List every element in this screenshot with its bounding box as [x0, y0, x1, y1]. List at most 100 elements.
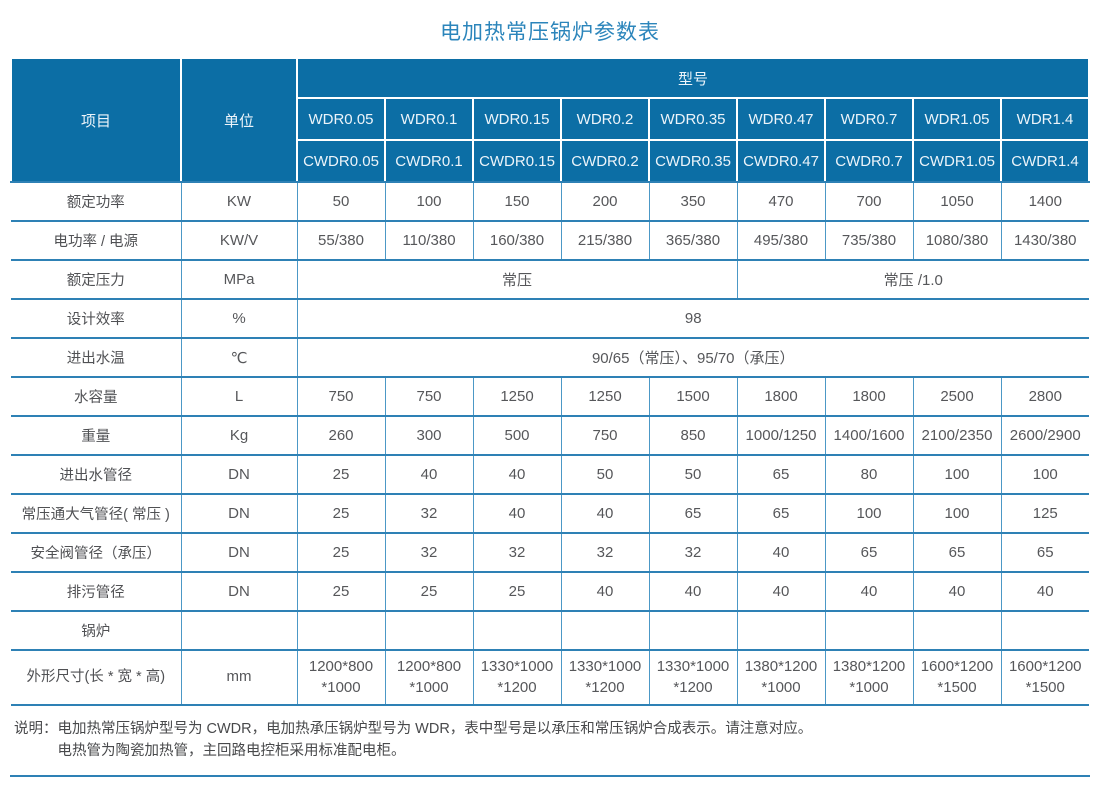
data-cell: 40	[912, 571, 1002, 612]
data-cell: 32	[384, 493, 474, 534]
row-unit: L	[180, 376, 298, 417]
data-cell: 50	[296, 181, 386, 222]
model-header-cell: CWDR0.7	[824, 139, 914, 183]
model-header-cell: CWDR0.47	[736, 139, 826, 183]
data-cell: 100	[824, 493, 914, 534]
header-item-cell: 项目	[10, 57, 182, 183]
data-cell: 100	[1000, 454, 1089, 495]
data-cell: 25	[472, 571, 562, 612]
data-cell: 1800	[824, 376, 914, 417]
data-cell: 100	[912, 493, 1002, 534]
model-header-cell: WDR0.1	[384, 97, 474, 141]
row-unit: DN	[180, 454, 298, 495]
header-model-group-cell: 型号	[296, 57, 1090, 99]
row-unit: MPa	[180, 259, 298, 300]
data-cell: 1330*1000 *1200	[648, 649, 738, 706]
table-row: 锅炉	[11, 610, 1089, 651]
data-cell: 40	[648, 571, 738, 612]
row-unit: Kg	[180, 415, 298, 456]
data-cell: 1600*1200 *1500	[912, 649, 1002, 706]
data-cell: 25	[384, 571, 474, 612]
data-cell	[560, 610, 650, 651]
data-cell: 25	[296, 571, 386, 612]
data-cell: 98	[296, 298, 1089, 339]
data-cell: 1430/380	[1000, 220, 1089, 261]
data-cell: 100	[912, 454, 1002, 495]
data-cell: 1600*1200 *1500	[1000, 649, 1089, 706]
data-cell: 40	[736, 532, 826, 573]
data-cell: 40	[384, 454, 474, 495]
table-header-row-wdr: WDR0.05 WDR0.1 WDR0.15 WDR0.2 WDR0.35 WDR0.47…	[11, 97, 1090, 141]
row-unit	[180, 610, 298, 651]
data-cell	[824, 610, 914, 651]
data-cell	[648, 610, 738, 651]
data-cell: 1800	[736, 376, 826, 417]
data-cell: 850	[648, 415, 738, 456]
data-cell: 32	[648, 532, 738, 573]
data-cell: 350	[648, 181, 738, 222]
table-header-row-cwdr: CWDR0.05 CWDR0.1 CWDR0.15 CWDR0.2 CWDR0.35 CW…	[11, 139, 1090, 183]
data-cell: 1250	[472, 376, 562, 417]
model-header-cell: CWDR1.4	[1000, 139, 1090, 183]
data-cell: 65	[824, 532, 914, 573]
row-unit: KW	[180, 181, 298, 222]
data-cell: 1200*800 *1000	[384, 649, 474, 706]
model-header-cell: CWDR0.35	[648, 139, 738, 183]
footnote: 说明： 电加热常压锅炉型号为 CWDR，电加热承压锅炉型号为 WDR，表中型号是…	[14, 718, 1074, 763]
data-cell	[736, 610, 826, 651]
data-cell: 470	[736, 181, 826, 222]
model-header-cell: WDR0.15	[472, 97, 562, 141]
table-row: 进出水温 ℃ 90/65（常压）、95/70（承压）	[11, 337, 1089, 378]
data-cell: 735/380	[824, 220, 914, 261]
table-row: 安全阀管径（承压） DN 25 32 32 32 32 40 65 65 65	[11, 532, 1089, 573]
row-label: 额定压力	[11, 259, 182, 300]
data-cell: 160/380	[472, 220, 562, 261]
data-cell: 750	[384, 376, 474, 417]
row-unit: DN	[180, 571, 298, 612]
data-cell: 25	[296, 454, 386, 495]
model-header-cell: CWDR0.1	[384, 139, 474, 183]
data-cell: 1380*1200 *1000	[824, 649, 914, 706]
row-label: 外形尺寸(长 * 宽 * 高)	[11, 649, 182, 706]
data-cell: 40	[824, 571, 914, 612]
data-cell	[1000, 610, 1089, 651]
row-label: 额定功率	[11, 181, 182, 222]
data-cell: 300	[384, 415, 474, 456]
data-cell: 40	[1000, 571, 1089, 612]
data-cell: 100	[384, 181, 474, 222]
data-cell: 90/65（常压）、95/70（承压）	[296, 337, 1089, 378]
row-label: 常压通大气管径( 常压 )	[11, 493, 182, 534]
data-cell: 40	[472, 493, 562, 534]
table-row: 额定压力 MPa 常压 常压 /1.0	[11, 259, 1089, 300]
data-cell: 1400/1600	[824, 415, 914, 456]
data-cell: 500	[472, 415, 562, 456]
footnote-line: 电加热常压锅炉型号为 CWDR，电加热承压锅炉型号为 WDR，表中型号是以承压和…	[57, 721, 813, 737]
footnote-lines: 电加热常压锅炉型号为 CWDR，电加热承压锅炉型号为 WDR，表中型号是以承压和…	[58, 718, 1075, 763]
data-cell: 1400	[1000, 181, 1089, 222]
data-cell: 700	[824, 181, 914, 222]
model-header-cell: WDR0.35	[648, 97, 738, 141]
data-cell: 55/380	[296, 220, 386, 261]
row-unit: ℃	[180, 337, 298, 378]
table-row: 设计效率% 98	[11, 298, 1089, 339]
data-cell: 32	[472, 532, 562, 573]
row-label: 进出水温	[11, 337, 182, 378]
data-cell: 25	[296, 493, 386, 534]
table-row: 常压通大气管径( 常压 ) DN 25 32 40 40 65 65 100 100 125	[11, 493, 1089, 534]
model-header-cell: WDR0.2	[560, 97, 650, 141]
row-label: 锅炉	[11, 610, 182, 651]
data-cell: 215/380	[560, 220, 650, 261]
model-header-cell: WDR1.4	[1000, 97, 1090, 141]
row-unit: DN	[180, 532, 298, 573]
data-cell	[384, 610, 474, 651]
model-header-cell: CWDR0.05	[296, 139, 386, 183]
data-cell: 40	[736, 571, 826, 612]
data-cell: 40	[560, 571, 650, 612]
data-cell	[296, 610, 386, 651]
data-cell: 1200*800 *1000	[296, 649, 386, 706]
row-unit: mm	[180, 649, 298, 706]
table-row: 重量 Kg 260 300 500 750 850 1000/1250 1400/1600 210…	[11, 415, 1089, 456]
footnote-prefix: 说明：	[14, 721, 58, 737]
data-cell: 1330*1000 *1200	[560, 649, 650, 706]
data-cell: 常压 /1.0	[736, 259, 1089, 300]
